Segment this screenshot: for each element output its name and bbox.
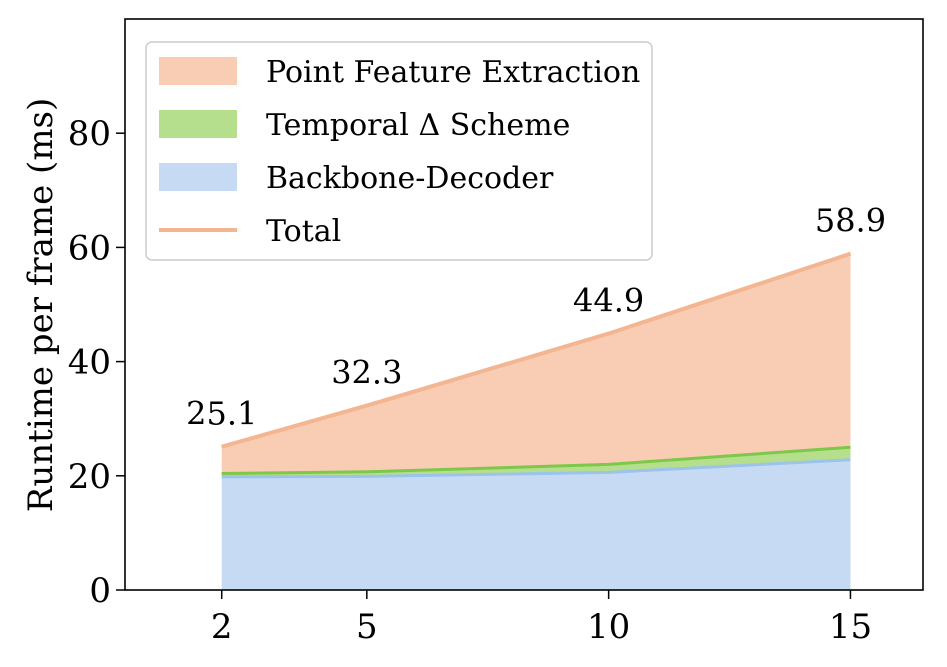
y-tick-label: 60 — [68, 228, 111, 268]
legend: Point Feature Extraction Temporal Δ Schem… — [145, 41, 653, 261]
x-tick-label: 15 — [829, 607, 872, 647]
total-label: 44.9 — [573, 282, 644, 320]
legend-swatch-backbone-decoder — [159, 163, 237, 191]
legend-swatch-temporal-scheme — [159, 110, 237, 138]
y-tick-label: 20 — [68, 457, 111, 497]
legend-label-point-feature-extraction: Point Feature Extraction — [266, 55, 640, 90]
total-label: 58.9 — [815, 202, 886, 240]
x-tick-label: 10 — [587, 607, 630, 647]
total-label: 25.1 — [186, 395, 257, 433]
total-data-labels: 25.1 32.3 44.9 58.9 — [186, 202, 886, 433]
series-lines — [221, 251, 852, 479]
x-tick-label: 5 — [356, 607, 378, 647]
line-total — [221, 251, 852, 449]
legend-label-temporal-scheme: Temporal Δ Scheme — [266, 108, 570, 143]
stacked-areas — [221, 253, 851, 590]
x-axis: 2 5 10 15 — [211, 590, 872, 647]
line-backbone-decoder — [221, 458, 851, 479]
y-axis-title: Runtime per frame (ms) — [21, 98, 61, 513]
y-tick-label: 0 — [89, 571, 111, 611]
area-point-feature-extraction — [221, 253, 851, 474]
y-tick-label: 40 — [68, 343, 111, 383]
total-label: 32.3 — [331, 354, 402, 392]
y-tick-label: 80 — [68, 114, 111, 154]
legend-swatch-point-feature-extraction — [159, 57, 237, 85]
line-temporal-scheme — [221, 445, 851, 475]
legend-label-backbone-decoder: Backbone-Decoder — [266, 161, 554, 196]
area-backbone-decoder — [221, 459, 851, 590]
legend-box — [145, 41, 653, 261]
plot-frame — [124, 18, 924, 591]
y-axis: 0 20 40 60 80 — [68, 114, 125, 611]
legend-label-total: Total — [266, 214, 341, 249]
x-tick-label: 2 — [211, 607, 233, 647]
